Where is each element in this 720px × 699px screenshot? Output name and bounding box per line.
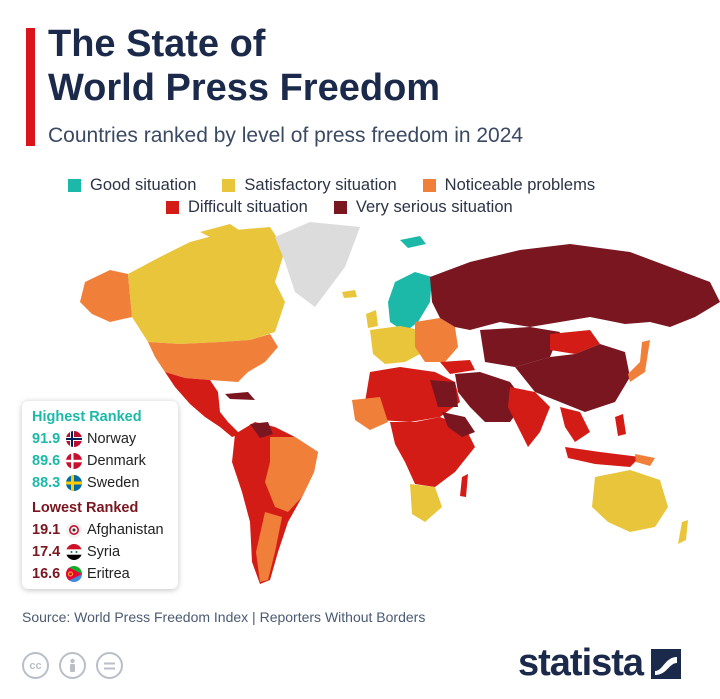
map-region-west-africa xyxy=(352,397,388,430)
norway-flag-icon xyxy=(66,431,82,447)
legend-item-noticeable: Noticeable problems xyxy=(422,176,596,195)
ranking-row-syria: 17.4 Syria xyxy=(32,544,120,560)
map-region-argentina xyxy=(256,512,282,582)
legend-swatch-satisfactory xyxy=(222,179,236,192)
legend-label-satisfactory: Satisfactory situation xyxy=(244,176,397,194)
legend-swatch-very-serious xyxy=(333,201,347,214)
ranking-row-sweden: 88.3 Sweden xyxy=(32,475,139,491)
legend-label-very-serious: Very serious situation xyxy=(355,198,513,216)
world-map xyxy=(80,222,720,584)
map-region-canada xyxy=(128,227,285,344)
map-region-east-africa xyxy=(442,412,475,437)
legend-swatch-difficult xyxy=(166,201,179,214)
statista-logo[interactable]: statista xyxy=(518,642,682,685)
map-region-scandinavia xyxy=(388,272,432,332)
ranking-score: 88.3 xyxy=(32,475,61,491)
ranking-score: 17.4 xyxy=(32,544,61,560)
map-region-china xyxy=(515,344,630,412)
map-region-india xyxy=(508,387,550,447)
ranking-score: 89.6 xyxy=(32,453,61,469)
eritrea-flag-icon xyxy=(66,566,82,582)
map-region-brazil xyxy=(265,437,318,512)
source-note: Source: World Press Freedom Index | Repo… xyxy=(22,609,426,625)
legend-label-noticeable: Noticeable problems xyxy=(444,176,596,194)
map-region-uk xyxy=(366,310,378,328)
legend-row-1: Good situation Satisfactory situation No… xyxy=(68,176,595,195)
denmark-flag-icon xyxy=(66,453,82,469)
map-region-greenland xyxy=(275,222,360,307)
map-region-russia xyxy=(430,244,720,330)
legend-item-difficult: Difficult situation xyxy=(166,198,308,217)
map-region-alaska xyxy=(80,270,132,322)
map-region-middle-east xyxy=(455,372,525,422)
map-region-southeast-asia xyxy=(560,407,590,442)
map-region-southern-africa xyxy=(410,484,442,522)
page-title: The State of World Press Freedom xyxy=(48,22,440,110)
ranking-country: Norway xyxy=(87,431,137,447)
ranking-score: 16.6 xyxy=(32,566,61,582)
ranking-score: 19.1 xyxy=(32,522,61,538)
sweden-flag-icon xyxy=(66,475,82,491)
title-line-2: World Press Freedom xyxy=(48,67,441,109)
legend-item-very-serious: Very serious situation xyxy=(333,198,513,217)
license-icons: cc xyxy=(22,652,123,679)
ranking-row-norway: 91.9 Norway xyxy=(32,431,136,447)
rankings-box: Highest Ranked 91.9 Norway 89.6 Denmark … xyxy=(22,401,178,589)
ranking-row-afghanistan: 19.1 Afghanistan xyxy=(32,522,164,538)
map-region-philippines xyxy=(615,414,626,436)
statista-wordmark: statista xyxy=(518,642,644,684)
map-region-eastern-europe xyxy=(415,318,458,362)
ranking-country: Afghanistan xyxy=(87,522,164,538)
legend-label-good: Good situation xyxy=(90,176,197,194)
title-accent-bar xyxy=(26,28,35,146)
map-region-egypt xyxy=(430,380,458,407)
title-line-1: The State of xyxy=(48,23,266,65)
map-region-australia xyxy=(592,470,668,532)
legend-label-difficult: Difficult situation xyxy=(188,198,308,216)
map-region-papua-new-guinea xyxy=(635,454,655,466)
map-region-central-africa xyxy=(390,417,475,487)
legend-swatch-noticeable xyxy=(422,179,436,192)
highest-ranked-heading: Highest Ranked xyxy=(32,409,142,425)
map-region-japan xyxy=(628,340,650,382)
creative-commons-icon[interactable]: cc xyxy=(22,652,49,679)
no-derivatives-icon[interactable] xyxy=(96,652,123,679)
syria-flag-icon xyxy=(66,544,82,560)
map-region-turkey xyxy=(440,360,475,374)
map-region-venezuela xyxy=(250,422,273,438)
ranking-country: Syria xyxy=(87,544,121,560)
map-region-cuba xyxy=(225,392,255,400)
map-region-new-zealand xyxy=(678,520,688,544)
ranking-row-denmark: 89.6 Denmark xyxy=(32,453,146,469)
map-region-indonesia xyxy=(565,447,640,467)
ranking-score: 91.9 xyxy=(32,431,61,447)
map-region-arctic-islands xyxy=(200,224,245,242)
map-region-mongolia xyxy=(550,330,600,354)
map-region-svalbard xyxy=(400,236,426,248)
map-region-central-asia xyxy=(480,327,560,367)
legend-row-2: Difficult situation Very serious situati… xyxy=(166,198,513,217)
ranking-country: Eritrea xyxy=(87,566,130,582)
ranking-country: Denmark xyxy=(87,453,146,469)
ranking-row-eritrea: 16.6 Eritrea xyxy=(32,566,130,582)
legend-swatch-good xyxy=(68,179,81,192)
attribution-icon[interactable] xyxy=(59,652,86,679)
map-region-iceland xyxy=(342,290,357,298)
map-region-usa xyxy=(148,334,278,382)
map-region-madagascar xyxy=(460,474,468,497)
ranking-country: Sweden xyxy=(87,475,140,491)
legend-item-good: Good situation xyxy=(68,176,196,195)
map-region-western-europe xyxy=(370,326,428,364)
map-region-mexico xyxy=(165,372,240,437)
page-subtitle: Countries ranked by level of press freed… xyxy=(48,124,524,147)
statista-logo-icon xyxy=(651,648,682,679)
afghanistan-flag-icon xyxy=(66,522,82,538)
lowest-ranked-heading: Lowest Ranked xyxy=(32,500,139,516)
legend-item-satisfactory: Satisfactory situation xyxy=(222,176,397,195)
